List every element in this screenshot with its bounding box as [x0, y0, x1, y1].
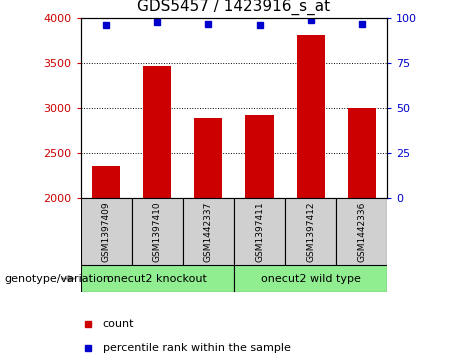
Bar	[234, 265, 387, 292]
Title: GDS5457 / 1423916_s_at: GDS5457 / 1423916_s_at	[137, 0, 331, 15]
Text: genotype/variation: genotype/variation	[5, 274, 111, 284]
Bar	[81, 198, 132, 265]
Text: percentile rank within the sample: percentile rank within the sample	[103, 343, 291, 352]
Bar	[296, 35, 325, 198]
Text: GSM1397410: GSM1397410	[153, 201, 162, 262]
Bar	[348, 108, 376, 198]
Text: GSM1442337: GSM1442337	[204, 201, 213, 262]
Bar	[81, 265, 234, 292]
Text: GSM1397412: GSM1397412	[306, 201, 315, 262]
Bar	[143, 66, 171, 198]
Bar	[195, 118, 223, 198]
Text: onecut2 knockout: onecut2 knockout	[107, 274, 207, 284]
Text: GSM1397411: GSM1397411	[255, 201, 264, 262]
Text: GSM1442336: GSM1442336	[357, 201, 366, 262]
Bar	[92, 166, 120, 198]
Bar	[183, 198, 234, 265]
Text: GSM1397409: GSM1397409	[102, 201, 111, 262]
Bar	[132, 198, 183, 265]
Bar	[285, 198, 336, 265]
Text: count: count	[103, 319, 134, 329]
Bar	[245, 115, 273, 198]
Bar	[336, 198, 387, 265]
Text: onecut2 wild type: onecut2 wild type	[260, 274, 361, 284]
Bar	[234, 198, 285, 265]
